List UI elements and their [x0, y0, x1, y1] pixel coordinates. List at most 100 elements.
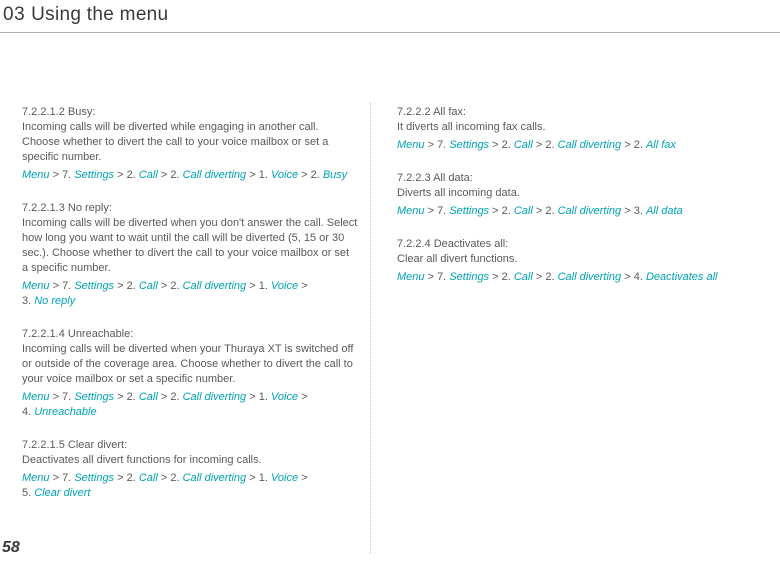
menu-seg: Call diverting: [558, 271, 622, 283]
menu-path: Menu > 7. Settings > 2. Call > 2. Call d…: [397, 204, 741, 219]
section-head: 7.2.2.1.5 Clear divert:: [22, 438, 358, 453]
menu-seg: Menu: [397, 205, 425, 217]
menu-seg: Settings: [449, 271, 489, 283]
menu-seg: Settings: [74, 169, 114, 181]
menu-sep: > 2.: [489, 139, 514, 151]
menu-sep: > 2.: [158, 391, 183, 403]
menu-seg: Unreachable: [34, 406, 96, 418]
menu-seg: Menu: [22, 169, 50, 181]
menu-sep: > 7.: [50, 472, 75, 484]
menu-seg: Call: [139, 391, 158, 403]
section-body: It diverts all incoming fax calls.: [397, 120, 741, 135]
menu-sep: > 3.: [621, 205, 646, 217]
menu-sep: > 2.: [158, 169, 183, 181]
left-column: 7.2.2.1.2 Busy: Incoming calls will be d…: [22, 105, 370, 553]
section-head: 7.2.2.1.2 Busy:: [22, 105, 358, 120]
menu-seg: Menu: [397, 271, 425, 283]
section-alldata: 7.2.2.3 All data: Diverts all incoming d…: [397, 171, 741, 219]
menu-seg: Call diverting: [183, 280, 247, 292]
menu-sep: > 2.: [114, 472, 139, 484]
menu-path: Menu > 7. Settings > 2. Call > 2. Call d…: [22, 168, 358, 183]
page-header: 03 Using the menu: [0, 0, 780, 32]
menu-sep: > 7.: [50, 391, 75, 403]
menu-sep: > 7.: [50, 169, 75, 181]
menu-sep: > 2.: [489, 271, 514, 283]
menu-seg: Call: [139, 472, 158, 484]
menu-sep: > 2.: [114, 169, 139, 181]
section-busy: 7.2.2.1.2 Busy: Incoming calls will be d…: [22, 105, 358, 183]
menu-sep: > 2.: [158, 472, 183, 484]
menu-seg: Menu: [397, 139, 425, 151]
content-columns: 7.2.2.1.2 Busy: Incoming calls will be d…: [0, 33, 780, 553]
menu-path-cont: 5. Clear divert: [22, 486, 358, 501]
menu-sep: > 2.: [114, 280, 139, 292]
menu-sep: > 7.: [425, 271, 450, 283]
section-body: Incoming calls will be diverted when you…: [22, 216, 358, 276]
page-number: 58: [2, 539, 20, 557]
menu-seg: Voice: [271, 472, 298, 484]
menu-sep: > 2.: [533, 205, 558, 217]
menu-seg: Call diverting: [183, 472, 247, 484]
section-head: 7.2.2.2 All fax:: [397, 105, 741, 120]
menu-seg: Settings: [74, 472, 114, 484]
chapter-number: 03: [3, 4, 25, 26]
menu-seg: Settings: [449, 139, 489, 151]
menu-sep: > 1.: [246, 169, 271, 181]
section-head: 7.2.2.4 Deactivates all:: [397, 237, 741, 252]
menu-sep: > 2.: [114, 391, 139, 403]
menu-seg: Settings: [449, 205, 489, 217]
menu-seg: Call: [514, 139, 533, 151]
menu-seg: Voice: [271, 280, 298, 292]
menu-sep: > 2.: [298, 169, 323, 181]
menu-seg: Menu: [22, 280, 50, 292]
menu-seg: Call diverting: [558, 205, 622, 217]
menu-sep: 5.: [22, 487, 34, 499]
menu-seg: All fax: [646, 139, 676, 151]
section-noreply: 7.2.2.1.3 No reply: Incoming calls will …: [22, 201, 358, 309]
menu-seg: No reply: [34, 295, 75, 307]
menu-sep: >: [298, 391, 307, 403]
section-allfax: 7.2.2.2 All fax: It diverts all incoming…: [397, 105, 741, 153]
menu-path: Menu > 7. Settings > 2. Call > 2. Call d…: [397, 138, 741, 153]
menu-path: Menu > 7. Settings > 2. Call > 2. Call d…: [22, 279, 358, 294]
menu-sep: > 1.: [246, 280, 271, 292]
right-column: 7.2.2.2 All fax: It diverts all incoming…: [371, 105, 741, 553]
section-head: 7.2.2.1.4 Unreachable:: [22, 327, 358, 342]
menu-sep: >: [298, 472, 307, 484]
menu-path: Menu > 7. Settings > 2. Call > 2. Call d…: [22, 390, 358, 405]
menu-seg: Busy: [323, 169, 347, 181]
menu-sep: 4.: [22, 406, 34, 418]
menu-seg: Call diverting: [183, 169, 247, 181]
menu-seg: Voice: [271, 169, 298, 181]
menu-seg: Call: [514, 271, 533, 283]
section-body: Clear all divert functions.: [397, 252, 741, 267]
menu-seg: Call: [139, 280, 158, 292]
section-deactivatesall: 7.2.2.4 Deactivates all: Clear all diver…: [397, 237, 741, 285]
menu-sep: > 1.: [246, 472, 271, 484]
menu-sep: > 7.: [425, 205, 450, 217]
menu-seg: Call: [514, 205, 533, 217]
section-body: Incoming calls will be diverted while en…: [22, 120, 358, 165]
menu-sep: > 2.: [621, 139, 646, 151]
menu-sep: > 7.: [50, 280, 75, 292]
section-body: Incoming calls will be diverted when you…: [22, 342, 358, 387]
menu-path: Menu > 7. Settings > 2. Call > 2. Call d…: [397, 270, 741, 285]
section-cleardivert: 7.2.2.1.5 Clear divert: Deactivates all …: [22, 438, 358, 501]
menu-seg: Deactivates all: [646, 271, 718, 283]
menu-seg: Call diverting: [183, 391, 247, 403]
section-body: Diverts all incoming data.: [397, 186, 741, 201]
menu-seg: Menu: [22, 391, 50, 403]
menu-seg: Call diverting: [558, 139, 622, 151]
menu-sep: > 4.: [621, 271, 646, 283]
menu-seg: Call: [139, 169, 158, 181]
menu-path: Menu > 7. Settings > 2. Call > 2. Call d…: [22, 471, 358, 486]
menu-sep: > 7.: [425, 139, 450, 151]
menu-sep: >: [298, 280, 307, 292]
menu-seg: Menu: [22, 472, 50, 484]
menu-seg: Settings: [74, 280, 114, 292]
menu-path-cont: 3. No reply: [22, 294, 358, 309]
menu-sep: > 2.: [158, 280, 183, 292]
menu-seg: Clear divert: [34, 487, 90, 499]
section-head: 7.2.2.3 All data:: [397, 171, 741, 186]
menu-seg: Settings: [74, 391, 114, 403]
